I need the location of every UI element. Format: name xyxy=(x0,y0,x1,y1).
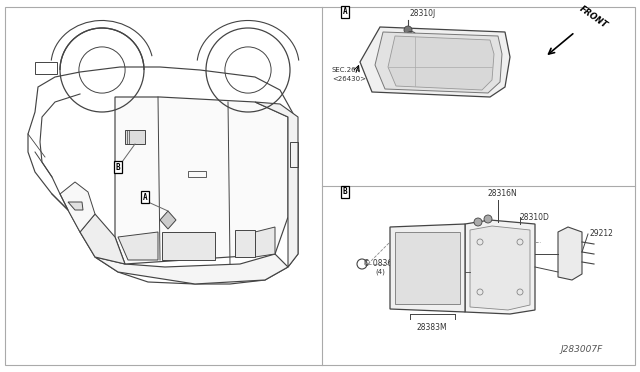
Text: 28310D: 28310D xyxy=(520,212,550,221)
Text: FRONT: FRONT xyxy=(578,4,609,30)
Polygon shape xyxy=(115,97,288,264)
Polygon shape xyxy=(255,227,275,257)
Bar xyxy=(188,171,206,177)
Text: A: A xyxy=(143,192,147,202)
Text: A: A xyxy=(342,7,348,16)
Text: (4): (4) xyxy=(375,269,385,275)
Polygon shape xyxy=(162,232,215,260)
Text: 29212: 29212 xyxy=(590,230,614,238)
Text: B: B xyxy=(342,187,348,196)
Polygon shape xyxy=(558,227,582,280)
Polygon shape xyxy=(360,27,510,97)
Polygon shape xyxy=(235,230,255,257)
Bar xyxy=(125,130,145,144)
Polygon shape xyxy=(95,254,288,284)
Text: J283007F: J283007F xyxy=(560,346,602,355)
Polygon shape xyxy=(388,36,494,90)
Bar xyxy=(395,232,460,304)
Text: SEC.264: SEC.264 xyxy=(332,67,361,73)
Polygon shape xyxy=(160,211,176,229)
Circle shape xyxy=(484,215,492,223)
Text: 28310J: 28310J xyxy=(410,10,436,19)
Polygon shape xyxy=(68,202,83,210)
Text: 28316N: 28316N xyxy=(488,189,518,199)
Polygon shape xyxy=(465,220,535,314)
Polygon shape xyxy=(375,32,502,93)
Text: © 08360-51062: © 08360-51062 xyxy=(363,260,424,269)
Polygon shape xyxy=(118,232,158,260)
Circle shape xyxy=(404,26,412,34)
Text: <26430>: <26430> xyxy=(332,76,366,82)
Polygon shape xyxy=(255,102,298,267)
Polygon shape xyxy=(60,182,95,232)
Text: B: B xyxy=(116,163,120,171)
Bar xyxy=(290,142,298,167)
Circle shape xyxy=(474,218,482,226)
Bar xyxy=(35,62,57,74)
Polygon shape xyxy=(470,226,530,310)
Polygon shape xyxy=(390,224,465,312)
Polygon shape xyxy=(80,214,125,264)
Text: 28383M: 28383M xyxy=(417,323,447,331)
